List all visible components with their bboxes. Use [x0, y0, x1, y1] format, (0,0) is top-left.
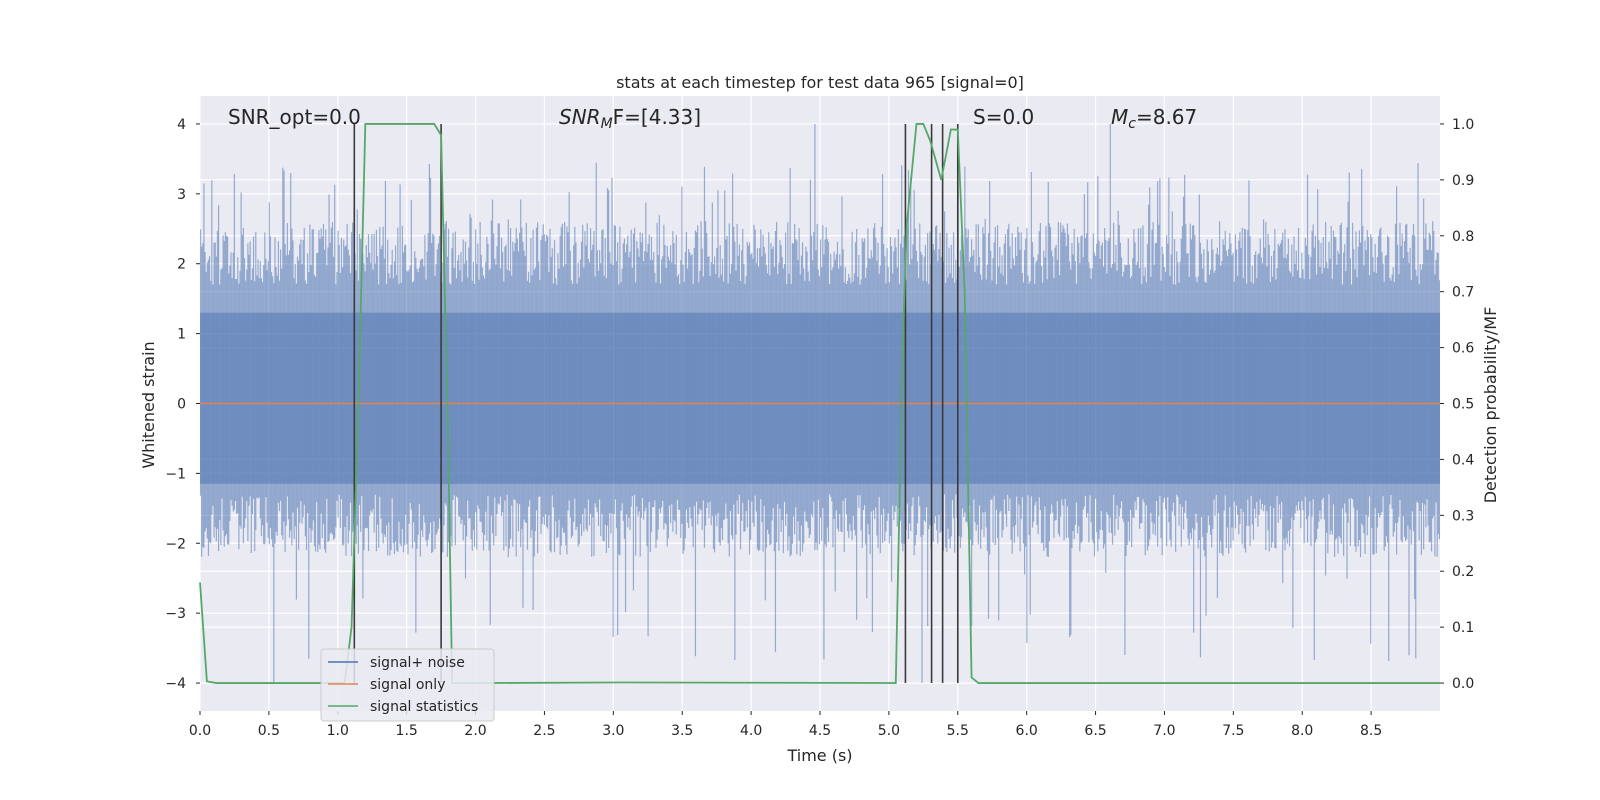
y-left-tick-label: 4 [177, 117, 186, 133]
statistics-series [199, 123, 1440, 684]
y-left-tick-label: −3 [165, 606, 186, 622]
noise-series [199, 123, 1441, 684]
x-tick-label: 4.5 [809, 723, 831, 739]
y-right-tick-label: 1.0 [1452, 117, 1474, 133]
x-tick-label: 2.0 [464, 723, 486, 739]
y-right-tick-label: 0.2 [1452, 564, 1474, 580]
annotation-snr-mf-symbol: SNR [559, 105, 601, 129]
y-left-tick-label: 3 [177, 187, 186, 203]
chart-title: stats at each timestep for test data 965… [616, 73, 1024, 92]
annotation-mc-value: =8.67 [1136, 105, 1197, 129]
x-tick-label: 4.0 [740, 723, 762, 739]
annotation-snr-mf: SNRMF=[4.33] [559, 105, 701, 132]
y-left-tick-label: 0 [177, 397, 186, 413]
x-tick-label: 3.5 [671, 723, 693, 739]
y-right-tick-label: 0.7 [1452, 285, 1474, 301]
y-axis-label-left: Whitened strain [139, 341, 158, 468]
x-axis-label: Time (s) [786, 746, 852, 765]
y-left-tick-label: −2 [165, 536, 186, 552]
x-tick-label: 1.0 [327, 723, 349, 739]
y-right-tick-label: 0.5 [1452, 397, 1474, 413]
x-tick-label: 7.5 [1222, 723, 1244, 739]
x-tick-label: 5.5 [947, 723, 969, 739]
annotation-snr-opt: SNR_opt=0.0 [228, 105, 361, 129]
y-right-tick-label: 0.0 [1452, 676, 1474, 692]
legend-label-noise: signal+ noise [370, 655, 465, 671]
statistics-line [199, 123, 1440, 684]
vertical-markers [353, 123, 959, 684]
y-right-tick-label: 0.6 [1452, 341, 1474, 357]
y-left-tick-label: −1 [165, 466, 186, 482]
y-left-tick-label: −4 [165, 676, 186, 692]
x-ticks: 0.0 0.5 1.0 1.5 2.0 2.5 3.0 3.5 4.0 4.5 5.0 5.5 6.0 6… [189, 711, 1382, 739]
x-tick-label: 6.0 [1016, 723, 1038, 739]
x-tick-label: 0.5 [258, 723, 280, 739]
y-right-tick-label: 0.9 [1452, 173, 1474, 189]
y-right-tick-label: 0.1 [1452, 620, 1474, 636]
annotation-mc: Mc=8.67 [1111, 105, 1197, 132]
legend-label-statistics: signal statistics [370, 699, 478, 715]
legend: signal+ noise signal only signal statist… [320, 648, 495, 722]
legend-label-signal-only: signal only [370, 677, 445, 693]
x-tick-label: 0.0 [189, 723, 211, 739]
y-left-ticks: 4 3 2 1 0 −1 −2 −3 −4 [165, 117, 200, 692]
annotation-s: S=0.0 [973, 105, 1034, 129]
x-tick-label: 8.0 [1291, 723, 1313, 739]
legend-box [320, 648, 495, 722]
y-axis-label-right: Detection probability/MF [1481, 307, 1500, 504]
y-left-tick-label: 1 [177, 327, 186, 343]
y-left-tick-label: 2 [177, 257, 186, 273]
annotation-snr-mf-value: F=[4.33] [613, 105, 701, 129]
y-right-tick-label: 0.8 [1452, 229, 1474, 245]
x-tick-label: 7.0 [1153, 723, 1175, 739]
x-tick-label: 2.5 [533, 723, 555, 739]
y-right-ticks: 1.0 0.9 0.8 0.7 0.6 0.5 0.4 0.3 0.2 0.1 0.0 [1440, 117, 1474, 692]
x-tick-label: 1.5 [396, 723, 418, 739]
annotation-mc-subscript: c [1128, 116, 1136, 132]
x-tick-label: 5.0 [878, 723, 900, 739]
y-right-tick-label: 0.3 [1452, 508, 1474, 524]
annotation-snr-mf-subscript: M [601, 116, 613, 132]
x-tick-label: 8.5 [1360, 723, 1382, 739]
y-right-tick-label: 0.4 [1452, 452, 1474, 468]
x-tick-label: 3.0 [602, 723, 624, 739]
annotation-mc-symbol: M [1111, 105, 1128, 129]
x-tick-label: 6.5 [1084, 723, 1106, 739]
